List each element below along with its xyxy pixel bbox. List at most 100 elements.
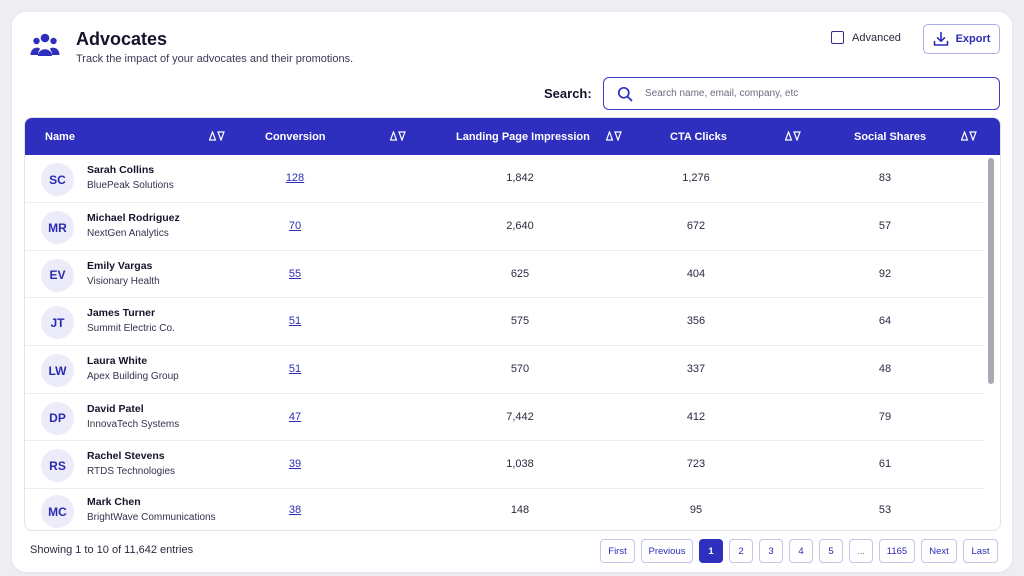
column-header-conversion[interactable]: Conversion: [265, 130, 326, 143]
cta-clicks-value: 1,276: [682, 172, 710, 184]
social-shares-value: 83: [878, 172, 892, 184]
advocates-card: Advocates Track the impact of your advoc…: [12, 12, 1012, 572]
avatar: LW: [41, 354, 74, 387]
advanced-label: Advanced: [852, 31, 901, 44]
page-title: Advocates: [76, 29, 168, 49]
cta-clicks-value: 672: [686, 220, 706, 232]
pagination-page-button[interactable]: 4: [789, 539, 813, 563]
column-header-cta-clicks[interactable]: CTA Clicks: [670, 130, 727, 143]
landing-page-impression-value: 570: [510, 363, 530, 375]
table-row[interactable]: LW Laura White Apex Building Group 51 570 337…: [25, 346, 985, 394]
search-box[interactable]: [603, 77, 1000, 110]
pagination-previous-button[interactable]: Previous: [641, 539, 693, 563]
conversion-link[interactable]: 128: [285, 172, 305, 184]
landing-page-impression-value: 575: [510, 315, 530, 327]
advocate-company: RTDS Technologies: [87, 466, 176, 477]
sort-icon[interactable]: [606, 131, 622, 141]
avatar: MR: [41, 211, 74, 244]
page-subtitle: Track the impact of your advocates and t…: [76, 53, 354, 65]
advocate-company: Apex Building Group: [87, 371, 179, 382]
advocates-table: Name Conversion Landing Page Impression: [24, 117, 1001, 531]
advocate-name[interactable]: David Patel: [87, 402, 144, 415]
advocate-company: BluePeak Solutions: [87, 180, 174, 191]
avatar: JT: [41, 306, 74, 339]
download-icon: [933, 31, 948, 46]
sort-icon[interactable]: [390, 131, 406, 141]
table-row[interactable]: RS Rachel Stevens RTDS Technologies 39 1,038…: [25, 441, 985, 489]
column-header-social-shares[interactable]: Social Shares: [854, 130, 927, 143]
export-label: Export: [955, 33, 991, 45]
pagination-page-button[interactable]: 5: [819, 539, 843, 563]
search-input[interactable]: [645, 78, 999, 109]
cta-clicks-value: 723: [686, 458, 706, 470]
pagination-ellipsis: ...: [849, 539, 873, 563]
column-header-landing-page-impression[interactable]: Landing Page Impression: [456, 130, 590, 143]
table-scrollbar[interactable]: [988, 158, 994, 384]
table-row[interactable]: JT James Turner Summit Electric Co. 51 575 35…: [25, 298, 985, 346]
pagination-last-page-button[interactable]: 1165: [879, 539, 915, 563]
advocate-company: Summit Electric Co.: [87, 323, 175, 334]
cta-clicks-value: 412: [686, 410, 706, 423]
table-row[interactable]: MC Mark Chen BrightWave Communications 38 14…: [25, 489, 985, 530]
table-row[interactable]: MR Michael Rodriguez NextGen Analytics 70 2,…: [25, 203, 985, 251]
conversion-link[interactable]: 51: [288, 363, 302, 375]
export-button[interactable]: Export: [923, 24, 1000, 54]
advocate-company: BrightWave Communications: [87, 512, 216, 523]
search-icon: [617, 86, 633, 101]
advocate-name[interactable]: Mark Chen: [87, 496, 141, 508]
entries-summary: Showing 1 to 10 of 11,642 entries: [30, 544, 194, 556]
avatar: SC: [41, 163, 74, 196]
conversion-link[interactable]: 39: [288, 458, 302, 470]
conversion-link[interactable]: 55: [288, 267, 302, 280]
advocate-name[interactable]: Laura White: [87, 355, 148, 367]
social-shares-value: 57: [878, 220, 892, 232]
table-row[interactable]: EV Emily Vargas Visionary Health 55 625 404 92: [25, 251, 985, 298]
avatar: DP: [41, 401, 74, 435]
landing-page-impression-value: 625: [510, 267, 530, 280]
advanced-checkbox[interactable]: [831, 31, 844, 44]
social-shares-value: 48: [878, 363, 892, 375]
pagination-page-button[interactable]: 2: [729, 539, 753, 563]
sort-icon[interactable]: [209, 131, 225, 141]
advocate-company: InnovaTech Systems: [87, 418, 180, 430]
pagination-page-button[interactable]: 1: [699, 539, 723, 563]
advocate-name[interactable]: Rachel Stevens: [87, 450, 165, 462]
landing-page-impression-value: 1,038: [506, 458, 534, 470]
sort-icon[interactable]: [785, 131, 801, 141]
social-shares-value: 53: [878, 504, 892, 516]
cta-clicks-value: 337: [686, 363, 706, 375]
advocate-company: NextGen Analytics: [87, 228, 169, 239]
landing-page-impression-value: 2,640: [506, 220, 534, 232]
pagination-page-button[interactable]: 3: [759, 539, 783, 563]
avatar: EV: [41, 258, 74, 292]
conversion-link[interactable]: 70: [288, 220, 302, 232]
advocate-name[interactable]: Sarah Collins: [87, 164, 155, 176]
advocate-name[interactable]: James Turner: [87, 307, 156, 319]
advanced-toggle[interactable]: Advanced: [831, 31, 901, 44]
pagination-next-button[interactable]: Next: [921, 539, 957, 563]
cta-clicks-value: 356: [686, 315, 706, 327]
users-group-icon: [30, 33, 60, 56]
sort-icon[interactable]: [961, 131, 977, 141]
advocate-company: Visionary Health: [87, 275, 160, 287]
table-row[interactable]: DP David Patel InnovaTech Systems 47 7,442 41…: [25, 394, 985, 441]
social-shares-value: 61: [878, 458, 892, 470]
conversion-link[interactable]: 47: [288, 410, 302, 423]
landing-page-impression-value: 1,842: [506, 172, 534, 184]
avatar: MC: [41, 495, 74, 528]
cta-clicks-value: 404: [686, 267, 706, 280]
pagination: First Previous 1 2 3 4 5 ... 1165 Next L…: [600, 539, 998, 563]
advocate-name[interactable]: Michael Rodriguez: [87, 212, 180, 224]
social-shares-value: 79: [878, 410, 892, 423]
cta-clicks-value: 95: [689, 504, 703, 516]
landing-page-impression-value: 148: [510, 504, 530, 516]
table-row[interactable]: SC Sarah Collins BluePeak Solutions 128 1,84…: [25, 155, 985, 203]
pagination-last-button[interactable]: Last: [963, 539, 998, 563]
column-header-name[interactable]: Name: [45, 130, 75, 143]
advocate-name[interactable]: Emily Vargas: [87, 259, 153, 272]
pagination-first-button[interactable]: First: [600, 539, 635, 563]
search-label: Search:: [544, 86, 592, 101]
conversion-link[interactable]: 51: [288, 315, 302, 327]
conversion-link[interactable]: 38: [288, 504, 302, 516]
social-shares-value: 92: [878, 267, 892, 280]
